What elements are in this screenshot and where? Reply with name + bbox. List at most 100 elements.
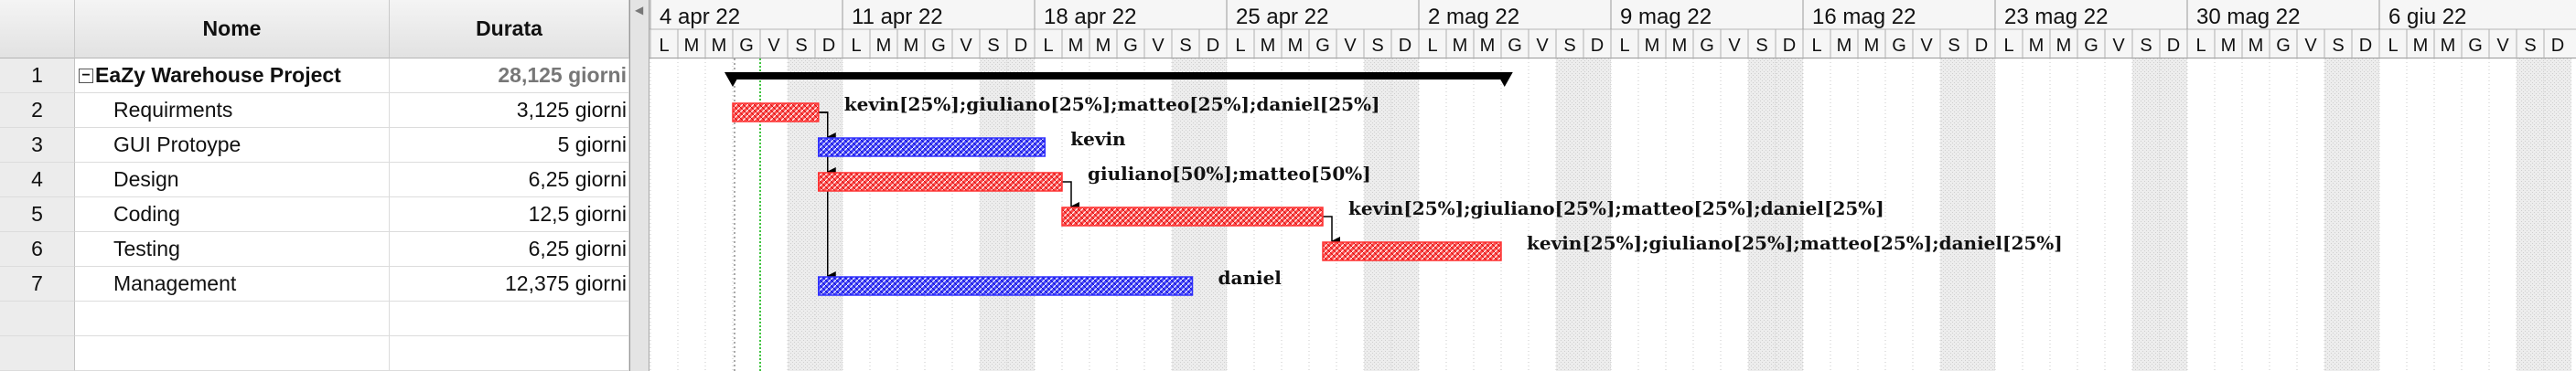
day-letter: D bbox=[1399, 36, 1411, 56]
day-letter: G bbox=[931, 36, 946, 56]
summary-bar[interactable] bbox=[733, 72, 1505, 80]
name-column-header[interactable]: Nome bbox=[75, 0, 390, 58]
task-name-cell[interactable]: Testing bbox=[75, 232, 390, 267]
week-label: 9 mag 22 bbox=[1620, 5, 1712, 29]
weekend-band bbox=[2160, 58, 2187, 371]
task-name-cell[interactable] bbox=[75, 336, 390, 371]
day-letter: S bbox=[1563, 36, 1575, 56]
task-name-cell[interactable]: GUI Protoype bbox=[75, 128, 390, 163]
weekend-band bbox=[1007, 58, 1035, 371]
week-label: 4 apr 22 bbox=[660, 5, 740, 29]
collapse-arrow-icon[interactable]: ◀ bbox=[635, 4, 644, 16]
day-letter: M bbox=[2441, 36, 2456, 56]
day-letter: V bbox=[767, 36, 780, 56]
day-letter: L bbox=[2195, 36, 2206, 56]
task-name-label: Coding bbox=[113, 202, 180, 226]
task-bar[interactable] bbox=[732, 102, 820, 122]
row-number[interactable]: 5 bbox=[0, 197, 75, 232]
task-name-cell[interactable]: Requirments bbox=[75, 93, 390, 128]
task-duration-cell[interactable]: 12,5 giorni bbox=[390, 197, 629, 232]
duration-column-header[interactable]: Durata bbox=[390, 0, 629, 58]
day-letter: M bbox=[684, 36, 700, 56]
day-letter: L bbox=[2388, 36, 2398, 56]
day-letter: D bbox=[822, 36, 835, 56]
row-number[interactable]: 6 bbox=[0, 232, 75, 267]
day-letter: L bbox=[1235, 36, 1245, 56]
day-letter: S bbox=[987, 36, 999, 56]
task-bar[interactable] bbox=[818, 137, 1046, 157]
day-letter: D bbox=[2167, 36, 2180, 56]
task-duration-cell[interactable] bbox=[390, 302, 629, 336]
day-letter: L bbox=[1043, 36, 1053, 56]
task-name-cell[interactable]: Management bbox=[75, 267, 390, 302]
task-duration-cell[interactable]: 3,125 giorni bbox=[390, 93, 629, 128]
task-name-cell[interactable] bbox=[75, 302, 390, 336]
day-letter: M bbox=[1453, 36, 1468, 56]
task-duration-cell[interactable] bbox=[390, 336, 629, 371]
task-bar[interactable] bbox=[1061, 207, 1324, 227]
pane-splitter[interactable]: ◀ bbox=[630, 0, 649, 371]
day-letter: M bbox=[1480, 36, 1496, 56]
task-table: Nome Durata 1− EaZy Warehouse Project 28,1… bbox=[0, 0, 630, 371]
row-number-header[interactable] bbox=[0, 0, 75, 58]
resource-label: daniel bbox=[1218, 267, 1283, 289]
task-duration-cell[interactable]: 6,25 giorni bbox=[390, 163, 629, 197]
task-name-cell[interactable]: − EaZy Warehouse Project bbox=[75, 58, 390, 93]
weekend-band bbox=[1364, 58, 1391, 371]
row-number[interactable]: 3 bbox=[0, 128, 75, 163]
task-name-label: Testing bbox=[113, 237, 180, 260]
task-name-cell[interactable]: Coding bbox=[75, 197, 390, 232]
task-duration-cell[interactable]: 6,25 giorni bbox=[390, 232, 629, 267]
row-number[interactable]: 2 bbox=[0, 93, 75, 128]
task-name-cell[interactable]: Design bbox=[75, 163, 390, 197]
week-label: 16 mag 22 bbox=[1812, 5, 1916, 29]
gantt-chart[interactable]: 4 apr 22 11 apr 22 18 apr 22 25 apr 22 2 mag… bbox=[649, 0, 2576, 371]
collapse-toggle-icon[interactable]: − bbox=[79, 68, 93, 83]
day-letter: V bbox=[2112, 36, 2125, 56]
gantt-canvas[interactable]: 4 apr 22 11 apr 22 18 apr 22 25 apr 22 2 mag… bbox=[649, 0, 2576, 371]
task-bar[interactable] bbox=[1322, 241, 1502, 261]
day-letter: S bbox=[2524, 36, 2536, 56]
day-letter: D bbox=[2359, 36, 2372, 56]
row-number[interactable] bbox=[0, 336, 75, 371]
resource-label: kevin[25%];giuliano[25%];matteo[25%];dan… bbox=[1527, 232, 2063, 254]
row-number[interactable] bbox=[0, 302, 75, 336]
day-letter: M bbox=[904, 36, 919, 56]
weekend-band bbox=[2132, 58, 2160, 371]
resource-label: kevin bbox=[1070, 128, 1126, 150]
row-number[interactable]: 1 bbox=[0, 58, 75, 93]
resource-label: kevin[25%];giuliano[25%];matteo[25%];dan… bbox=[844, 93, 1380, 115]
weekend-band bbox=[2517, 58, 2544, 371]
day-letter: S bbox=[2332, 36, 2344, 56]
day-letter: M bbox=[1837, 36, 1852, 56]
day-letter: S bbox=[1755, 36, 1767, 56]
day-letter: M bbox=[712, 36, 727, 56]
day-letter: M bbox=[2249, 36, 2264, 56]
task-duration-cell[interactable]: 12,375 giorni bbox=[390, 267, 629, 302]
dependency-arrow bbox=[1323, 216, 1340, 246]
weekend-band bbox=[980, 58, 1007, 371]
day-letter: G bbox=[739, 36, 754, 56]
weekend-band bbox=[1776, 58, 1803, 371]
day-letter: G bbox=[2084, 36, 2098, 56]
task-duration-cell[interactable]: 28,125 giorni bbox=[390, 58, 629, 93]
day-letter: G bbox=[1315, 36, 1330, 56]
task-name-label: Management bbox=[113, 271, 237, 295]
task-bar[interactable] bbox=[818, 172, 1063, 192]
week-label: 30 mag 22 bbox=[2196, 5, 2300, 29]
day-letter: G bbox=[2276, 36, 2291, 56]
day-letter: G bbox=[1892, 36, 1906, 56]
day-letter: M bbox=[1288, 36, 1304, 56]
row-number[interactable]: 4 bbox=[0, 163, 75, 197]
task-bar[interactable] bbox=[818, 276, 1194, 296]
task-name-label: Requirments bbox=[113, 98, 233, 122]
day-letter: L bbox=[851, 36, 861, 56]
day-letter: G bbox=[1123, 36, 1138, 56]
day-letter: M bbox=[2056, 36, 2072, 56]
week-label: 2 mag 22 bbox=[1428, 5, 1519, 29]
day-letter: M bbox=[1096, 36, 1111, 56]
task-duration-cell[interactable]: 5 giorni bbox=[390, 128, 629, 163]
day-letter: M bbox=[1261, 36, 1276, 56]
row-number[interactable]: 7 bbox=[0, 267, 75, 302]
